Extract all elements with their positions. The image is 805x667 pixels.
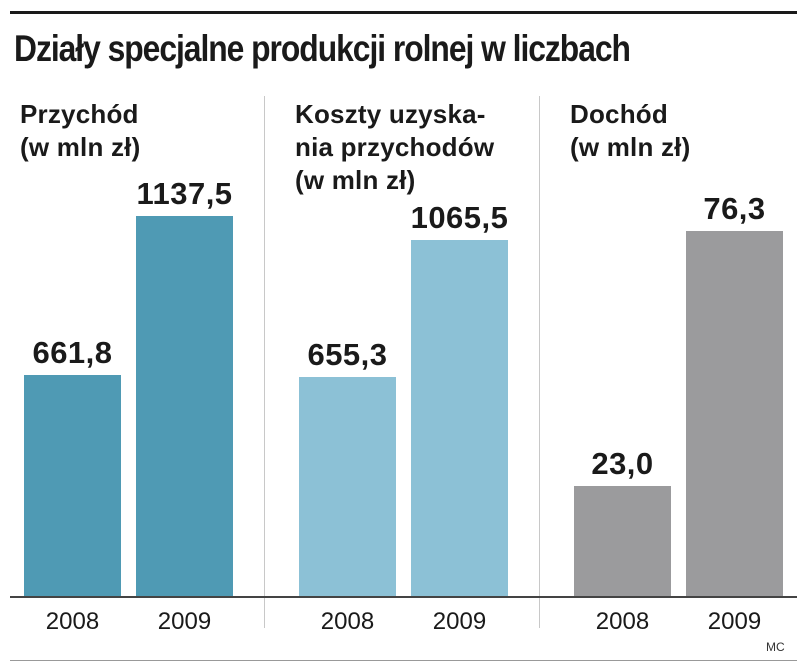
income-panel-title: Dochód (w mln zł) (570, 99, 691, 162)
income-value-label-2009: 76,3 (703, 191, 766, 226)
costs-panel: Koszty uzyska- nia przychodów (w mln zł)… (285, 96, 535, 660)
panel-separator (264, 96, 265, 628)
income-category-label-2009: 2009 (707, 608, 762, 635)
revenue-bar-2009 (136, 216, 233, 596)
income-bar-2008 (574, 486, 671, 596)
costs-category-label-2008: 2008 (320, 608, 375, 635)
costs-category-label-2009: 2009 (432, 608, 487, 635)
revenue-panel: Przychód (w mln zł) 661,8 2008 1137,5 2009 (10, 96, 260, 660)
income-value-label-2008: 23,0 (591, 446, 654, 481)
revenue-value-label-2009: 1137,5 (136, 176, 233, 211)
revenue-bar-2008 (24, 375, 121, 596)
credit-label: MC (766, 640, 785, 654)
costs-value-label-2009: 1065,5 (410, 200, 509, 235)
revenue-panel-title: Przychód (w mln zł) (20, 99, 141, 162)
income-bar-2009 (686, 231, 783, 596)
chart-baseline (10, 596, 797, 598)
revenue-category-label-2009: 2009 (157, 608, 212, 635)
costs-panel-title: Koszty uzyska- nia przychodów (w mln zł) (295, 99, 495, 195)
costs-value-label-2008: 655,3 (307, 337, 388, 372)
panel-separator (539, 96, 540, 628)
income-panel: Dochód (w mln zł) 23,0 2008 76,3 2009 (560, 96, 800, 660)
revenue-value-label-2008: 661,8 (32, 335, 113, 370)
bottom-rule (10, 660, 797, 661)
revenue-category-label-2008: 2008 (45, 608, 100, 635)
costs-bar-2009 (411, 240, 508, 596)
top-rule (10, 11, 797, 14)
costs-bar-2008 (299, 377, 396, 596)
income-category-label-2008: 2008 (595, 608, 650, 635)
page-title: Działy specjalne produkcji rolnej w licz… (14, 28, 631, 69)
